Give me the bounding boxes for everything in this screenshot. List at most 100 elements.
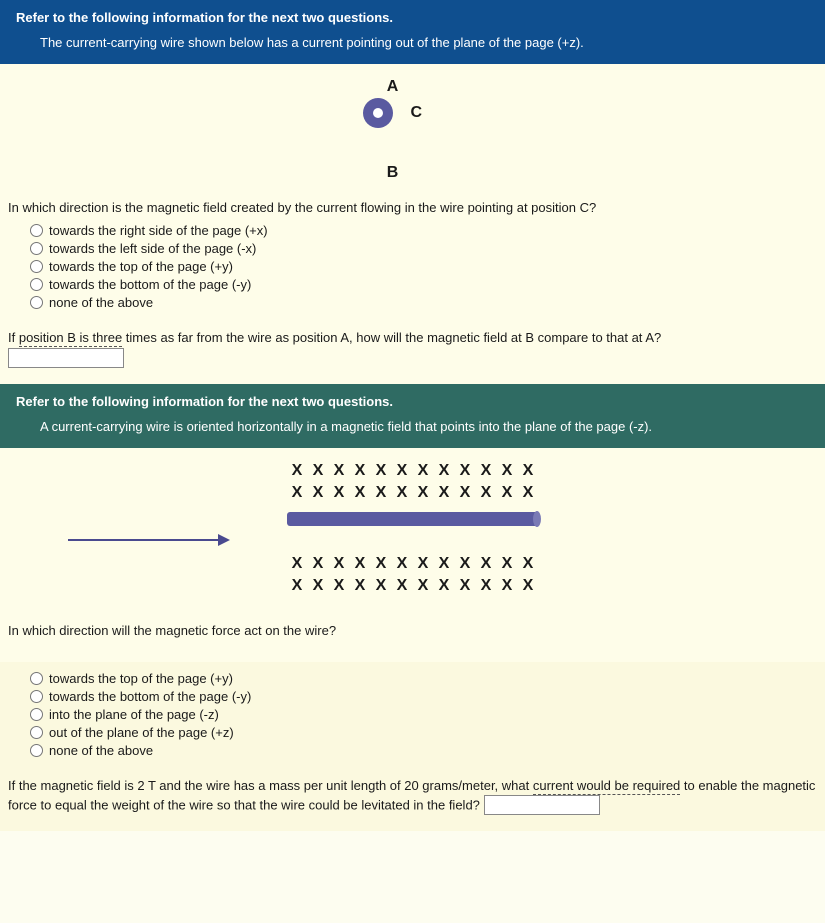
option-radio[interactable] <box>30 690 43 703</box>
info-box-2-heading: Refer to the following information for t… <box>16 394 809 409</box>
field-x-symbol: X <box>287 484 308 502</box>
field-x-symbol: X <box>329 577 350 595</box>
field-x-symbol: X <box>413 462 434 480</box>
field-x-symbol: X <box>392 577 413 595</box>
option-row: towards the left side of the page (-x) <box>30 241 817 256</box>
field-x-symbol: X <box>287 462 308 480</box>
q4-dashed: current would be required <box>533 778 680 795</box>
option-row: out of the plane of the page (+z) <box>30 725 817 740</box>
wire-bar <box>287 512 539 526</box>
field-x-symbol: X <box>413 555 434 573</box>
option-row: towards the bottom of the page (-y) <box>30 689 817 704</box>
field-x-symbol: X <box>434 484 455 502</box>
field-x-symbol: X <box>518 555 539 573</box>
field-x-symbol: X <box>308 577 329 595</box>
info-box-2: Refer to the following information for t… <box>0 384 825 448</box>
option-label: none of the above <box>49 295 153 310</box>
option-row: towards the top of the page (+y) <box>30 259 817 274</box>
field-x-symbol: X <box>476 484 497 502</box>
diagram-label-c: C <box>411 104 423 121</box>
option-radio[interactable] <box>30 278 43 291</box>
field-x-symbol: X <box>518 484 539 502</box>
option-label: into the plane of the page (-z) <box>49 707 219 722</box>
field-x-symbol: X <box>434 577 455 595</box>
option-row: towards the top of the page (+y) <box>30 671 817 686</box>
wire-out-of-page-symbol <box>363 98 393 128</box>
field-x-symbol: X <box>434 555 455 573</box>
question-3-options: towards the top of the page (+y) towards … <box>8 671 817 758</box>
option-radio[interactable] <box>30 708 43 721</box>
field-x-symbol: X <box>329 555 350 573</box>
option-label: out of the plane of the page (+z) <box>49 725 234 740</box>
field-x-symbol: X <box>434 462 455 480</box>
question-4-input[interactable] <box>484 795 600 815</box>
question-4-text: If the magnetic field is 2 T and the wir… <box>8 776 817 816</box>
field-x-symbol: X <box>497 484 518 502</box>
option-row: towards the bottom of the page (-y) <box>30 277 817 292</box>
option-label: towards the top of the page (+y) <box>49 259 233 274</box>
option-label: towards the bottom of the page (-y) <box>49 277 251 292</box>
field-x-symbol: X <box>476 462 497 480</box>
question-3-text: In which direction will the magnetic for… <box>8 623 817 638</box>
question-1-options: towards the right side of the page (+x) t… <box>8 223 817 310</box>
option-radio[interactable] <box>30 242 43 255</box>
option-radio[interactable] <box>30 296 43 309</box>
field-x-symbol: X <box>371 577 392 595</box>
field-x-symbol: X <box>308 462 329 480</box>
option-row: into the plane of the page (-z) <box>30 707 817 722</box>
q2-prefix: If <box>8 330 19 345</box>
info-box-2-subtext: A current-carrying wire is oriented hori… <box>16 419 809 434</box>
field-x-row: XXXXXXXXXXXX <box>8 462 817 480</box>
field-x-symbol: X <box>497 462 518 480</box>
field-x-symbol: X <box>350 484 371 502</box>
diagram-wire-in-field: XXXXXXXXXXXXXXXXXXXXXXXXXXXXXXXXXXXXXXXX… <box>8 452 817 605</box>
field-x-symbol: X <box>455 462 476 480</box>
wire-center-dot <box>373 108 383 118</box>
info-box-1: Refer to the following information for t… <box>0 0 825 64</box>
field-x-symbol: X <box>476 577 497 595</box>
field-x-symbol: X <box>350 577 371 595</box>
option-label: none of the above <box>49 743 153 758</box>
field-x-symbol: X <box>497 577 518 595</box>
field-x-symbol: X <box>413 577 434 595</box>
field-x-symbol: X <box>518 462 539 480</box>
info-box-1-subtext: The current-carrying wire shown below ha… <box>16 35 809 50</box>
field-x-symbol: X <box>308 555 329 573</box>
option-label: towards the top of the page (+y) <box>49 671 233 686</box>
option-radio[interactable] <box>30 224 43 237</box>
field-x-symbol: X <box>371 555 392 573</box>
option-radio[interactable] <box>30 672 43 685</box>
field-x-symbol: X <box>350 555 371 573</box>
question-2-text: If position B is three times as far from… <box>8 328 817 368</box>
field-x-symbol: X <box>392 555 413 573</box>
field-x-symbol: X <box>413 484 434 502</box>
content-section-2: XXXXXXXXXXXXXXXXXXXXXXXXXXXXXXXXXXXXXXXX… <box>0 448 825 662</box>
field-x-symbol: X <box>371 462 392 480</box>
field-x-symbol: X <box>287 555 308 573</box>
field-x-row: XXXXXXXXXXXX <box>8 484 817 502</box>
option-row: towards the right side of the page (+x) <box>30 223 817 238</box>
field-x-symbol: X <box>371 484 392 502</box>
content-section-2b: towards the top of the page (+y) towards … <box>0 662 825 832</box>
field-x-symbol: X <box>455 484 476 502</box>
field-x-symbol: X <box>455 555 476 573</box>
field-x-symbol: X <box>329 484 350 502</box>
field-x-symbol: X <box>497 555 518 573</box>
field-x-symbol: X <box>476 555 497 573</box>
q2-dashed: position B is three <box>19 330 122 347</box>
field-x-symbol: X <box>308 484 329 502</box>
content-section-1: A C B In which direction is the magnetic… <box>0 64 825 384</box>
option-label: towards the right side of the page (+x) <box>49 223 268 238</box>
field-x-symbol: X <box>392 484 413 502</box>
option-radio[interactable] <box>30 260 43 273</box>
field-x-symbol: X <box>329 462 350 480</box>
question-2-input[interactable] <box>8 348 124 368</box>
option-radio[interactable] <box>30 726 43 739</box>
field-x-symbol: X <box>287 577 308 595</box>
question-1-text: In which direction is the magnetic field… <box>8 200 817 215</box>
option-radio[interactable] <box>30 744 43 757</box>
q2-suffix: times as far from the wire as position A… <box>122 330 661 345</box>
diagram-label-a: A <box>387 78 399 95</box>
option-label: towards the left side of the page (-x) <box>49 241 256 256</box>
field-x-symbol: X <box>518 577 539 595</box>
